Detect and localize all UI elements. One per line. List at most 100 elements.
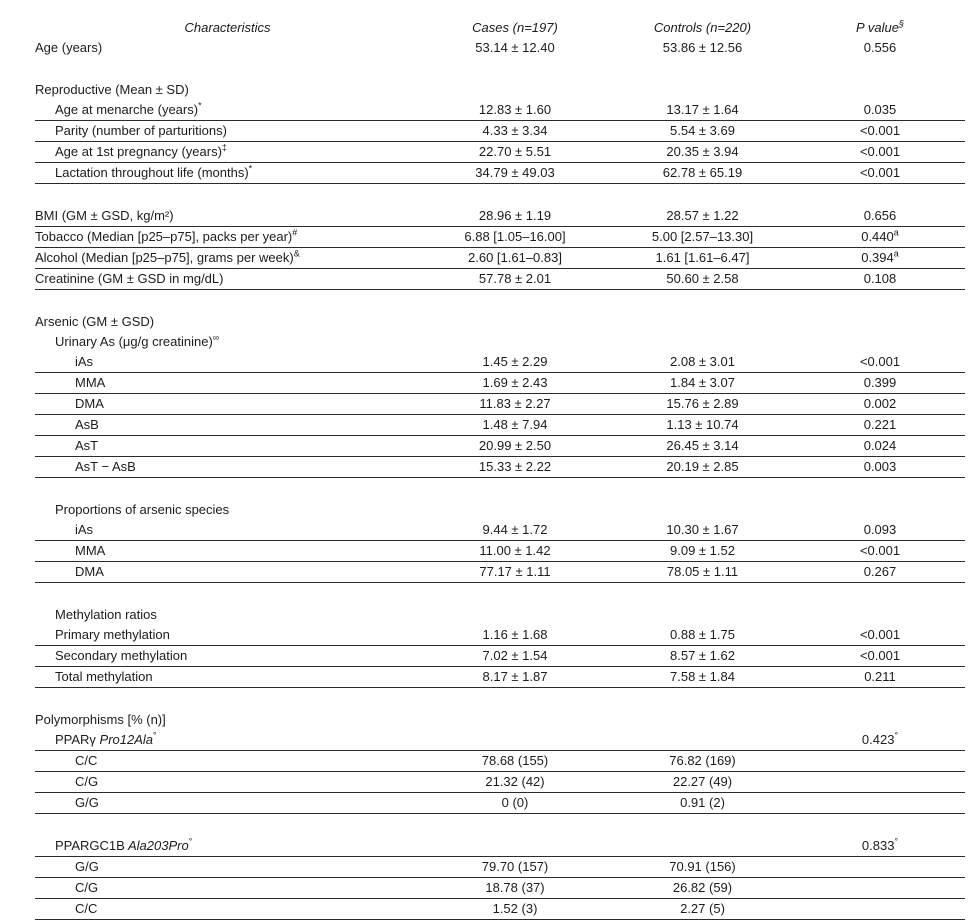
cell-pvalue: <0.001 [795,625,965,645]
cell-cases: 4.33 ± 3.34 [482,123,548,138]
cell-characteristic: AsT [35,436,420,456]
row-label: C/C [75,901,98,916]
cell-pvalue: 0.221 [795,415,965,435]
cell-controls: 53.86 ± 12.56 [662,40,743,55]
cell-characteristic: iAs [35,352,420,372]
spacer-row [35,478,965,500]
cell-controls: 26.45 ± 3.14 [666,438,739,453]
cell-cases: 11.83 ± 2.27 [479,396,551,411]
cell-controls: 26.82 (59) [672,880,733,895]
cell-cases: 0 (0) [501,795,529,810]
spacer-row [35,184,965,206]
pvalue: 0.423 [861,732,895,747]
cell-characteristic: C/C [35,899,420,919]
cell-characteristic: Age (years) [35,38,420,58]
row-label: Tobacco (Median [p25–p75], packs per yea… [35,229,293,244]
cell-controls: 0.88 ± 1.75 [670,627,735,642]
table-header-row: Characteristics Cases (n=197) Controls (… [35,18,965,38]
cell-controls: 70.91 (156) [669,859,736,874]
footnote-marker: ° [188,836,193,847]
cell-characteristic: DMA [35,394,420,414]
row-label: Arsenic (GM ± GSD) [35,314,155,329]
cell-characteristic: BMI (GM ± GSD, kg/m²) [35,206,420,226]
table-row: Primary methylation 1.16 ± 1.68 0.88 ± 1.7… [35,625,965,646]
spacer-row [35,814,965,836]
table-row: AsT − AsB 15.33 ± 2.22 20.19 ± 2.85 0.003 [35,457,965,478]
cell-characteristic: AsB [35,415,420,435]
row-label: AsT − AsB [75,459,136,474]
row-label: Polymorphisms [% (n)] [35,712,166,727]
cell-controls: 15.76 ± 2.89 [666,396,739,411]
pvalue-footnote-marker: a [893,248,899,259]
row-label: PPARGC1B [55,838,125,853]
cell-characteristic: G/G [35,793,420,813]
row-label: AsT [75,438,99,453]
row-label: BMI (GM ± GSD, kg/m²) [35,208,174,223]
row-label: Proportions of arsenic species [55,502,230,517]
row-label: iAs [75,354,94,369]
cell-pvalue: 0.833° [795,836,965,856]
row-label: Age at menarche (years) [55,102,199,117]
cell-characteristic: C/C [35,751,420,771]
table-row: C/G 21.32 (42) 22.27 (49) [35,772,965,793]
cell-pvalue: 0.656 [795,206,965,226]
footnote-marker: * [198,100,202,111]
cell-cases: 1.69 ± 2.43 [482,375,548,390]
cell-characteristic: Proportions of arsenic species [35,500,420,520]
cell-pvalue: <0.001 [795,121,965,141]
spacer-row [35,688,965,710]
cell-characteristic: Age at menarche (years)* [35,100,420,120]
pvalue: 0.002 [863,396,897,411]
header-characteristics-label: Characteristics [184,20,271,35]
cell-controls: 2.27 (5) [680,901,725,916]
pvalue: 0.440 [861,229,894,244]
cell-characteristic: Secondary methylation [35,646,420,666]
cell-controls: 1.13 ± 10.74 [666,417,739,432]
cell-cases: 1.48 ± 7.94 [482,417,548,432]
footnote-marker: * [248,163,253,174]
section-header-row: Proportions of arsenic species [35,500,965,520]
cell-controls: 2.08 ± 3.01 [670,354,735,369]
table-row: iAs 9.44 ± 1.72 10.30 ± 1.67 0.093 [35,520,965,541]
cell-characteristic: Tobacco (Median [p25–p75], packs per yea… [35,227,420,247]
cell-cases: 57.78 ± 2.01 [478,271,552,286]
cell-characteristic: Parity (number of parturitions) [35,121,420,141]
row-label: iAs [75,522,94,537]
cell-characteristic: Alcohol (Median [p25–p75], grams per wee… [35,248,420,268]
header-pvalue: P value§ [795,18,965,38]
row-label: Creatinine (GM ± GSD in mg/dL) [35,271,224,286]
table-row: C/C 1.52 (3) 2.27 (5) [35,899,965,920]
section-header-row: Reproductive (Mean ± SD) [35,80,965,100]
cell-cases: 78.68 (155) [481,753,549,768]
pvalue: <0.001 [859,144,901,159]
cell-characteristic: PPARGC1B Ala203Pro° [35,836,420,856]
row-label: Reproductive (Mean ± SD) [35,82,189,97]
table-body: Age (years) 53.14 ± 12.40 53.86 ± 12.56 0.5… [35,38,965,920]
header-cases: Cases (n=197) [420,18,610,38]
row-label: DMA [75,564,104,579]
cell-characteristic: MMA [35,541,420,561]
cell-characteristic: DMA [35,562,420,582]
cell-controls: 78.05 ± 1.11 [666,564,739,579]
cell-controls: 8.57 ± 1.62 [670,648,735,663]
pvalue: 0.394 [861,250,894,265]
cell-characteristic: G/G [35,857,420,877]
cell-controls: 1.61 [1.61–6.47] [655,250,750,265]
cell-pvalue: 0.002 [795,394,965,414]
spacer-row [35,583,965,605]
pvalue: 0.211 [864,669,896,684]
row-label: Parity (number of parturitions) [55,123,227,138]
row-label: C/G [75,880,99,895]
cell-controls: 20.19 ± 2.85 [666,459,739,474]
cell-cases: 15.33 ± 2.22 [478,459,552,474]
cell-cases: 1.52 (3) [492,901,538,916]
row-label: Secondary methylation [55,648,188,663]
table-row: C/C 78.68 (155) 76.82 (169) [35,751,965,772]
row-label: Total methylation [55,669,153,684]
section-header-row: Methylation ratios [35,605,965,625]
cell-cases: 1.45 ± 2.29 [482,354,548,369]
table-row: Lactation throughout life (months)* 34.79… [35,163,965,184]
cell-characteristic: Reproductive (Mean ± SD) [35,80,420,100]
table-row: Total methylation 8.17 ± 1.87 7.58 ± 1.84 0… [35,667,965,688]
cell-characteristic: C/G [35,878,420,898]
